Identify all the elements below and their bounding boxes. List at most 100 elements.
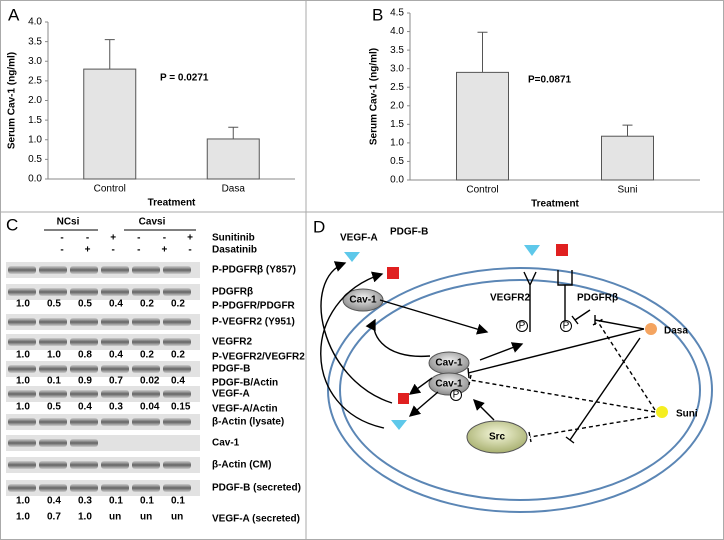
sign: - [163, 233, 166, 244]
band [8, 338, 36, 346]
y-tick-label: 3.0 [28, 56, 42, 67]
band [70, 266, 98, 274]
panel-letter: D [313, 217, 325, 236]
label: VEGFR2 [490, 293, 530, 304]
band [8, 318, 36, 326]
label: Cav-1 [349, 295, 377, 306]
cell: 0.4 [78, 402, 92, 413]
sign: + [110, 233, 116, 244]
inhibition [467, 328, 645, 379]
y-tick-label: 0.5 [28, 154, 42, 165]
band [163, 266, 191, 274]
band [39, 439, 67, 447]
cell: un [109, 512, 121, 523]
band [8, 484, 36, 492]
y-tick-label: 2.0 [28, 95, 42, 106]
y-tick-label: 0.0 [390, 175, 404, 186]
cell: 0.2 [171, 350, 185, 361]
band [132, 266, 160, 274]
cell: 0.7 [109, 376, 123, 387]
band [39, 338, 67, 346]
row-label: PDGF-B (secreted) [212, 483, 301, 494]
sign: - [60, 245, 63, 256]
row-label: VEGF-A (secreted) [212, 514, 300, 525]
label: Dasa [664, 326, 688, 337]
cell: 0.4 [109, 350, 123, 361]
suni-icon [656, 406, 668, 418]
band [101, 418, 129, 426]
band [101, 288, 129, 296]
band [39, 288, 67, 296]
band [132, 461, 160, 469]
band [39, 365, 67, 373]
row-label: Dasatinib [212, 245, 257, 256]
inhibition [528, 415, 656, 443]
sign: + [187, 233, 193, 244]
band [39, 390, 67, 398]
row-label: P-PDGFR/PDGFR [212, 301, 296, 312]
row-label: P-VEGFR2 (Y951) [212, 317, 295, 328]
cell: 0.2 [171, 299, 185, 310]
row-label: VEGFR2 [212, 337, 252, 348]
row-label: VEGF-A/Actin [212, 404, 278, 415]
bar [456, 71, 509, 181]
band [163, 461, 191, 469]
y-axis-label: Serum Cav-1 (ng/ml) [369, 48, 380, 145]
vegfr2-receptor [523, 271, 537, 332]
vegf-a-icon [344, 252, 360, 262]
cell: 0.3 [109, 402, 123, 413]
arrow [408, 391, 439, 417]
x-tick-label: Suni [617, 185, 637, 196]
band [8, 418, 36, 426]
inhibition [594, 315, 645, 330]
band [101, 390, 129, 398]
cell: 0.4 [109, 299, 123, 310]
row-label: Cav-1 [212, 438, 240, 449]
label: P [563, 321, 570, 332]
arrow [479, 342, 524, 361]
cell: 1.0 [16, 299, 30, 310]
cell-membrane [339, 279, 701, 501]
x-tick-label: Control [94, 184, 126, 195]
cell: 0.1 [140, 496, 154, 507]
y-tick-label: 1.0 [390, 138, 404, 149]
row-label: PDGF-B/Actin [212, 378, 278, 389]
label: Cav-1 [435, 358, 463, 369]
cell: 0.5 [47, 299, 61, 310]
cell: 1.0 [47, 350, 61, 361]
cell: 0.2 [140, 299, 154, 310]
label: Src [489, 432, 506, 443]
cell: 1.0 [16, 376, 30, 387]
band [39, 484, 67, 492]
band [70, 390, 98, 398]
label: PDGFRβ [577, 293, 618, 304]
error-bar [228, 126, 239, 139]
band [163, 338, 191, 346]
row-label: PDGF-B [212, 364, 250, 375]
band [8, 266, 36, 274]
arrow [320, 271, 385, 429]
y-tick-label: 1.5 [390, 119, 404, 130]
band [39, 418, 67, 426]
cell: un [140, 512, 152, 523]
band [8, 365, 36, 373]
y-tick-label: 2.5 [28, 76, 42, 87]
sign: - [188, 245, 191, 256]
cell: 0.8 [78, 350, 92, 361]
band [132, 365, 160, 373]
row-label: Sunitinib [212, 233, 255, 244]
error-bar [104, 39, 115, 70]
arrow [365, 318, 431, 357]
band [163, 390, 191, 398]
y-tick-label: 0.0 [28, 174, 42, 185]
band [8, 461, 36, 469]
sign: + [161, 245, 167, 256]
band [101, 461, 129, 469]
band [101, 338, 129, 346]
label: P [453, 390, 460, 401]
band [70, 418, 98, 426]
sign: - [137, 245, 140, 256]
band [70, 365, 98, 373]
